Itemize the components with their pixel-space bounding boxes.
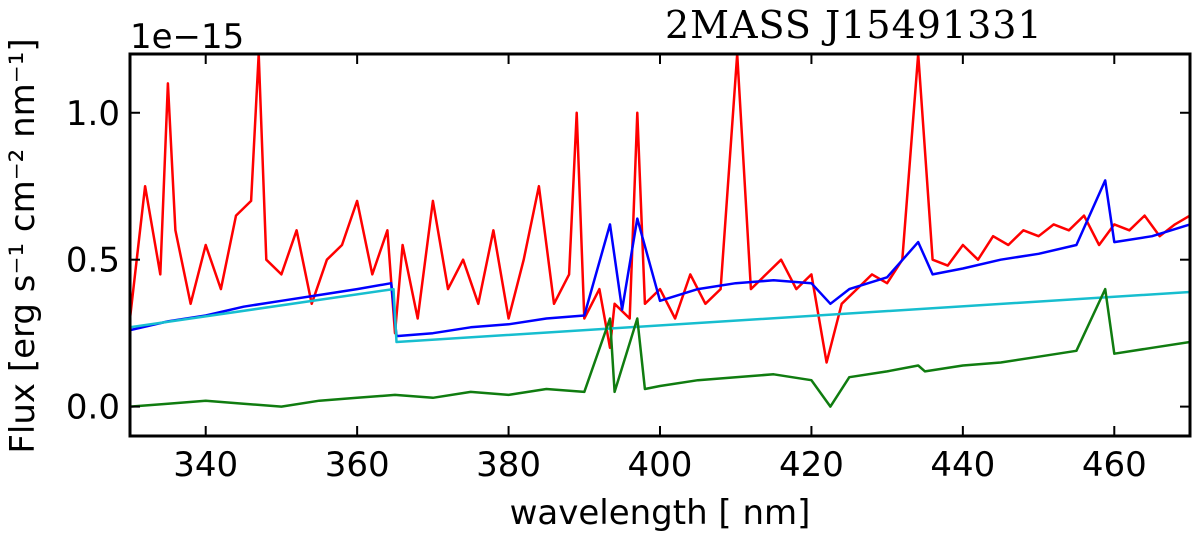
x-tick-label-400: 400 xyxy=(628,445,693,485)
y-tick-label-1.0: 1.0 xyxy=(66,94,120,134)
plot-frame xyxy=(128,52,1192,438)
x-tick-label-380: 380 xyxy=(476,445,541,485)
axes-layer: 340 360 380 400 420 440 460 0.0 0.5 1.0 xyxy=(66,52,1192,485)
x-tick-label-360: 360 xyxy=(325,445,390,485)
x-tick-label-440: 440 xyxy=(930,445,995,485)
y-tick-label-0.5: 0.5 xyxy=(66,241,120,281)
chart-title: 2MASS J15491331 xyxy=(665,3,1043,47)
x-tick-label-340: 340 xyxy=(173,445,238,485)
series-line-model xyxy=(130,179,1190,338)
x-axis-label: wavelength [ nm] xyxy=(510,493,811,533)
series-line-continuum xyxy=(130,287,1190,344)
x-tick-label-420: 420 xyxy=(779,445,844,485)
y-offset-label: 1e−15 xyxy=(130,17,244,57)
series-layer xyxy=(130,54,1190,408)
series-line-residual xyxy=(130,287,1190,408)
y-tick-label-0.0: 0.0 xyxy=(66,388,120,428)
series-line-observed xyxy=(130,54,1190,364)
x-tick-label-460: 460 xyxy=(1082,445,1147,485)
y-axis-label: Flux [erg s⁻¹ cm⁻² nm⁻¹] xyxy=(3,38,43,453)
